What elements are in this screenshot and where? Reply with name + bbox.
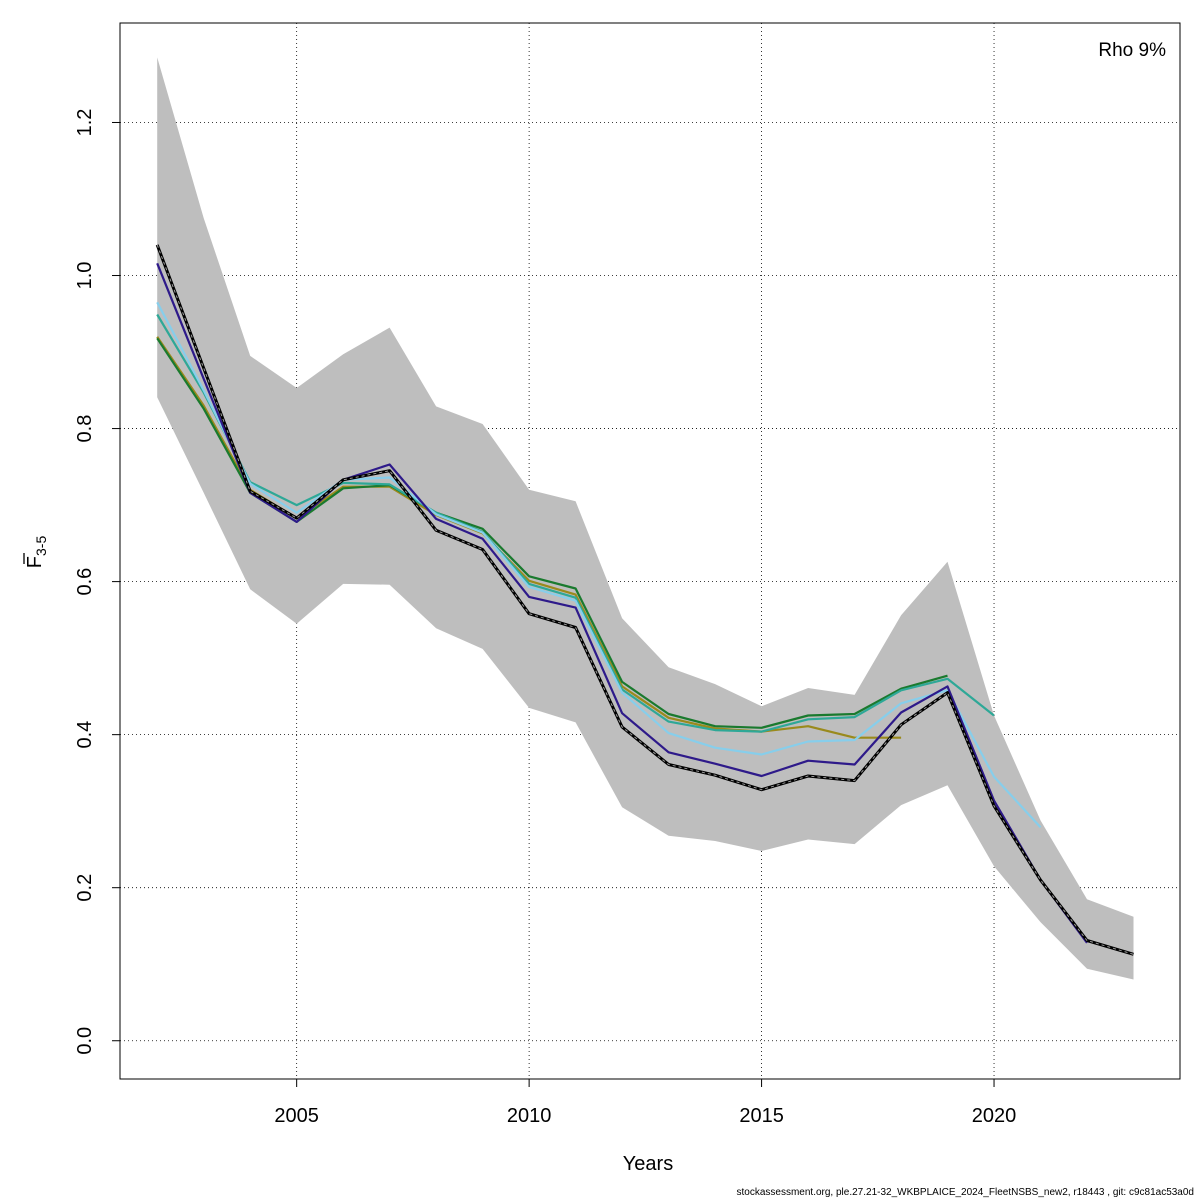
x-tick-label: 2020 xyxy=(972,1105,1017,1127)
plot-frame xyxy=(119,22,1181,1080)
rho-annotation: Rho 9% xyxy=(1098,40,1166,61)
y-tick-label: 0.0 xyxy=(74,1027,96,1055)
y-tick-label: 0.8 xyxy=(74,415,96,443)
confidence-band xyxy=(157,57,1134,980)
series-line-1 xyxy=(156,262,1088,944)
y-axis-title-main: F xyxy=(24,556,46,568)
footer-source: stockassessment.org, ple.27.21-32_WKBPLA… xyxy=(736,1187,1195,1198)
series-lines xyxy=(155,244,1134,956)
x-tick-label: 2010 xyxy=(507,1105,552,1127)
x-tick-label: 2005 xyxy=(274,1105,319,1127)
y-tick-label: 1.2 xyxy=(74,109,96,137)
y-axis-title: F3-5 xyxy=(23,536,49,569)
svg-text:F3-5: F3-5 xyxy=(24,536,49,569)
series-line-0-dash xyxy=(156,244,1134,955)
series-line-3 xyxy=(156,313,995,733)
y-tick-label: 1.0 xyxy=(74,262,96,290)
y-tick-label: 0.2 xyxy=(74,874,96,902)
x-axis: 2005 2010 2015 2020 xyxy=(274,1079,1016,1127)
x-axis-title: Years xyxy=(623,1153,673,1175)
y-axis-title-sub: 3-5 xyxy=(33,536,49,556)
y-tick-label: 0.6 xyxy=(74,568,96,596)
series-line-2 xyxy=(156,301,1042,828)
y-axis: 0.0 0.2 0.4 0.6 0.8 1.0 1.2 xyxy=(74,109,120,1055)
y-tick-label: 0.4 xyxy=(74,721,96,749)
x-tick-label: 2015 xyxy=(739,1105,784,1127)
